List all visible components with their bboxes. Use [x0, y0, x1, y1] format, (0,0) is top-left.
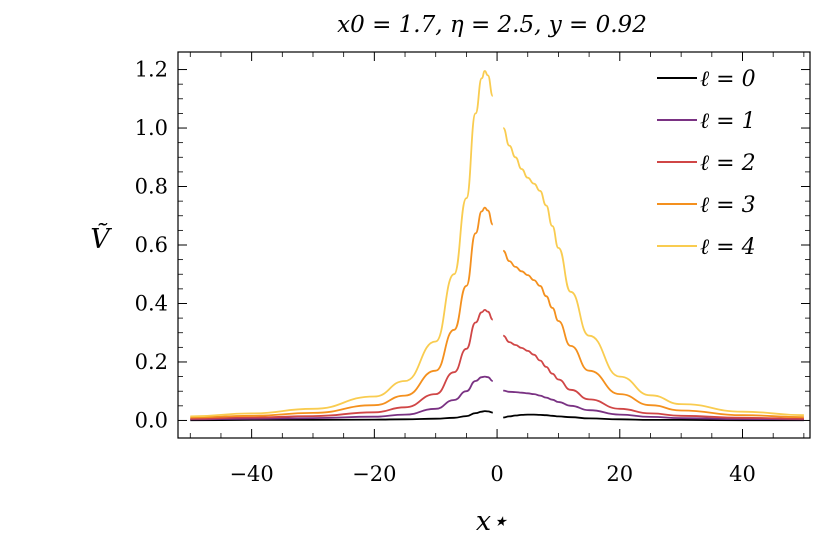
y-tick-label: 0.8 [135, 175, 168, 199]
y-tick-label: 0.4 [135, 291, 168, 315]
series-line-l1 [503, 389, 804, 421]
y-tick-label: 0.6 [135, 233, 168, 257]
legend: ℓ = 0 ℓ = 1 ℓ = 2 ℓ = 3 ℓ = 4 [657, 67, 756, 260]
chart-title: x0 = 1.7, η = 2.5, y = 0.92 [337, 12, 647, 38]
legend-label-l2: ℓ = 2 [700, 151, 756, 176]
y-tick-label: 1.0 [135, 116, 168, 140]
legend-label-l1: ℓ = 1 [700, 109, 756, 134]
y-tick-label: 0.2 [135, 350, 168, 374]
y-tick-label: 1.2 [135, 58, 168, 82]
legend-label-l3: ℓ = 3 [700, 193, 756, 218]
series-line-l2 [190, 308, 494, 420]
x-tick-label: 40 [729, 462, 756, 486]
legend-label-l0: ℓ = 0 [700, 67, 756, 92]
x-tick-label: −20 [352, 462, 396, 486]
y-axis-label: Ṽ [90, 222, 112, 255]
plot-area: −40 −20 0 20 40 0.0 0.2 0.4 0.6 0.8 1.0 1.2 [135, 51, 811, 486]
x-tick-label: 0 [490, 462, 503, 486]
y-tick-label: 0.0 [135, 408, 168, 432]
x-tick-label: 20 [606, 462, 633, 486]
series-line-l0 [503, 413, 804, 422]
x-tick-label: −40 [229, 462, 273, 486]
series-line-l0 [190, 410, 493, 422]
series-line-l4 [502, 127, 804, 417]
series-line-l3 [502, 249, 804, 419]
series-line-l3 [190, 206, 494, 419]
series-line-l1 [190, 375, 493, 421]
x-axis-label: x⋆ [476, 506, 508, 537]
legend-label-l4: ℓ = 4 [700, 235, 756, 260]
series-line-l2 [502, 334, 804, 420]
series-line-l4 [190, 70, 494, 418]
